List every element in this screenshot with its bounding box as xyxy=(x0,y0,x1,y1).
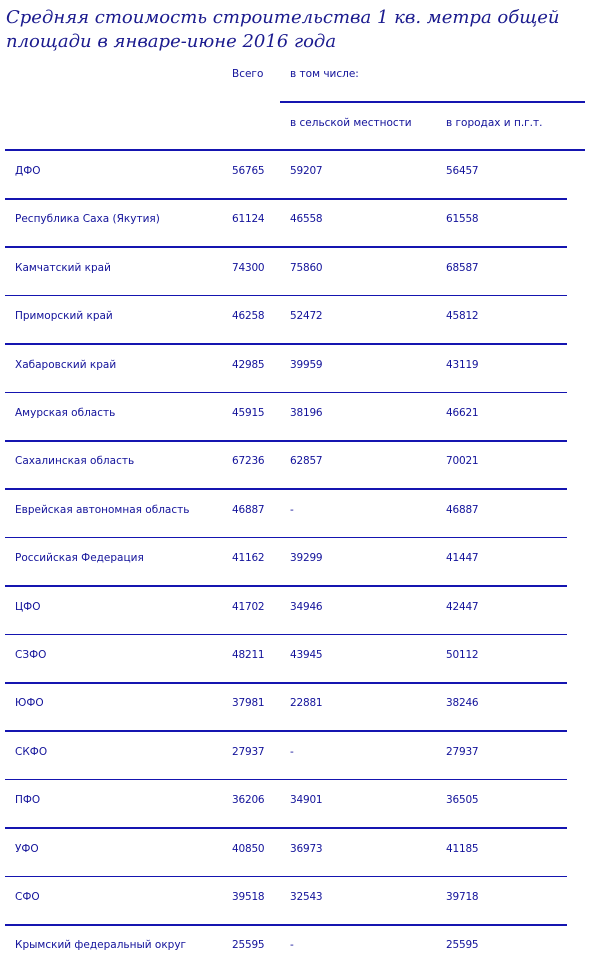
row-divider xyxy=(5,827,567,829)
row-rural: 32543 xyxy=(290,891,323,903)
row-total: 39518 xyxy=(232,891,265,903)
row-name: СФО xyxy=(15,891,40,903)
row-rural: 39299 xyxy=(290,552,323,565)
row-total: 45915 xyxy=(232,407,265,419)
row-rural: 39959 xyxy=(290,358,323,371)
row-rural: 43945 xyxy=(290,649,323,661)
row-total: 42985 xyxy=(232,358,265,371)
row-divider xyxy=(5,246,567,248)
row-total: 41702 xyxy=(232,600,265,613)
row-urban: 45812 xyxy=(446,310,479,323)
page-title: Средняя стоимость строительства 1 кв. ме… xyxy=(6,7,560,52)
row-urban: 36505 xyxy=(446,794,479,807)
row-total: 48211 xyxy=(232,649,265,661)
row-urban: 38246 xyxy=(446,697,479,710)
row-rural: 38196 xyxy=(290,407,323,419)
row-urban: 43119 xyxy=(446,358,479,371)
row-urban: 39718 xyxy=(446,891,479,903)
header-including: в том числе: xyxy=(290,68,359,80)
row-divider xyxy=(5,875,567,878)
header-rural: в сельской местности xyxy=(290,117,412,129)
row-divider xyxy=(5,585,567,587)
row-urban: 56457 xyxy=(446,165,479,177)
row-urban: 41447 xyxy=(446,552,479,565)
row-rural: 75860 xyxy=(290,261,323,274)
row-name: Хабаровский край xyxy=(15,358,117,371)
row-rural: 59207 xyxy=(290,165,323,177)
row-urban: 61558 xyxy=(446,213,479,226)
row-rural: 52472 xyxy=(290,310,323,323)
row-name: ДФО xyxy=(15,165,41,177)
row-name: Российская Федерация xyxy=(15,552,144,565)
row-name: Сахалинская область xyxy=(15,455,135,468)
row-divider xyxy=(5,294,567,297)
row-urban: 46887 xyxy=(446,503,479,516)
row-name: СЗФО xyxy=(15,649,47,661)
row-divider xyxy=(5,682,567,684)
row-urban: 42447 xyxy=(446,600,479,613)
row-total: 25595 xyxy=(232,939,265,952)
row-rural: 34946 xyxy=(290,600,323,613)
row-total: 74300 xyxy=(232,261,265,274)
row-name: ЮФО xyxy=(15,697,44,710)
row-total: 41162 xyxy=(232,552,265,565)
row-divider xyxy=(5,391,567,394)
row-rural: - xyxy=(290,503,294,516)
row-total: 36206 xyxy=(232,794,265,807)
row-name: ПФО xyxy=(15,794,41,807)
row-name: Амурская область xyxy=(15,407,116,419)
row-divider xyxy=(5,198,567,200)
row-urban: 70021 xyxy=(446,455,479,468)
row-total: 46887 xyxy=(232,503,265,516)
row-divider xyxy=(5,488,567,490)
row-name: СКФО xyxy=(15,745,48,758)
row-name: Республика Саха (Якутия) xyxy=(15,213,160,226)
row-name: Камчатский край xyxy=(15,261,111,274)
row-divider xyxy=(5,633,567,636)
row-urban: 46621 xyxy=(446,407,479,419)
row-urban: 68587 xyxy=(446,261,479,274)
header-urban: в городах и п.г.т. xyxy=(446,117,543,129)
row-urban: 50112 xyxy=(446,649,479,661)
row-total: 27937 xyxy=(232,745,265,758)
header-total: Всего xyxy=(232,68,264,80)
row-total: 37981 xyxy=(232,697,265,710)
header-bottom-divider xyxy=(5,149,585,151)
row-divider xyxy=(5,730,567,732)
row-rural: 62857 xyxy=(290,455,323,468)
row-total: 56765 xyxy=(232,165,265,177)
row-rural: 34901 xyxy=(290,794,323,807)
row-rural: - xyxy=(290,745,294,758)
row-urban: 25595 xyxy=(446,939,479,952)
row-divider xyxy=(5,778,567,781)
row-rural: 22881 xyxy=(290,697,323,710)
row-name: Приморский край xyxy=(15,310,113,323)
row-name: ЦФО xyxy=(15,600,41,613)
row-total: 40850 xyxy=(232,842,265,855)
header-divider xyxy=(280,101,585,103)
row-name: Крымский федеральный округ xyxy=(15,939,187,952)
row-total: 46258 xyxy=(232,310,265,323)
row-name: УФО xyxy=(15,842,39,855)
row-total: 67236 xyxy=(232,455,265,468)
row-rural: 46558 xyxy=(290,213,323,226)
row-rural: 36973 xyxy=(290,842,323,855)
row-divider xyxy=(5,536,567,539)
row-urban: 27937 xyxy=(446,745,479,758)
row-total: 61124 xyxy=(232,213,265,226)
row-divider xyxy=(5,343,567,345)
row-divider xyxy=(5,924,567,926)
row-divider xyxy=(5,440,567,442)
row-rural: - xyxy=(290,939,294,952)
row-name: Еврейская автономная область xyxy=(15,503,190,516)
row-urban: 41185 xyxy=(446,842,479,855)
